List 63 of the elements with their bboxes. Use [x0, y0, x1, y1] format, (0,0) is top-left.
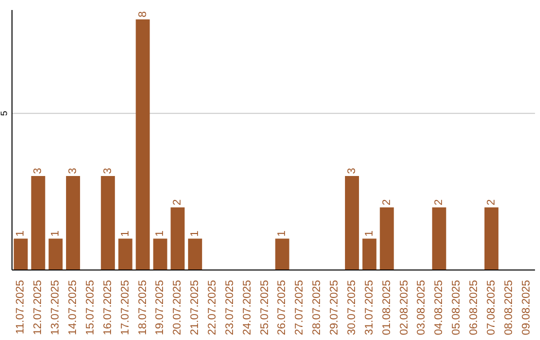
data-label: 8: [136, 11, 149, 18]
data-label: 1: [154, 230, 166, 237]
data-label: 1: [119, 230, 132, 237]
bar: [275, 238, 290, 270]
bar: [362, 238, 376, 270]
bar: [100, 176, 115, 270]
data-label: 3: [32, 168, 44, 174]
x-tick-label: 14.07.2025: [67, 280, 80, 336]
x-tick-label: 17.07.2025: [119, 280, 132, 336]
bar: [136, 19, 150, 270]
data-label: 2: [433, 199, 446, 206]
data-label: 1: [14, 230, 27, 237]
x-tick-label: 02.08.2025: [398, 280, 410, 336]
bar: [14, 238, 28, 270]
bar: [344, 176, 359, 270]
x-tick-label: 27.07.2025: [294, 280, 306, 336]
bar: [432, 207, 446, 270]
x-tick-label: 16.07.2025: [102, 280, 114, 336]
x-tick-label: 01.08.2025: [380, 280, 393, 336]
x-tick-label: 30.07.2025: [346, 280, 358, 336]
data-label: 2: [172, 199, 184, 206]
bar: [380, 207, 394, 270]
data-label: 1: [276, 230, 288, 237]
x-tick-label: 07.08.2025: [485, 280, 498, 336]
x-tick-label: 09.08.2025: [520, 280, 532, 336]
data-label: 3: [346, 168, 358, 174]
x-tick-label: 23.07.2025: [224, 280, 236, 336]
x-tick-label: 13.07.2025: [50, 280, 62, 336]
bar: [31, 176, 46, 270]
bar: [188, 238, 202, 270]
data-label: 1: [363, 230, 376, 237]
x-tick-label: 12.07.2025: [32, 280, 44, 336]
x-tick-label: 21.07.2025: [189, 280, 202, 336]
data-label: 1: [189, 230, 202, 237]
x-tick-label: 05.08.2025: [450, 280, 463, 336]
data-label: 2: [380, 199, 393, 206]
x-tick-label: 19.07.2025: [154, 280, 166, 336]
bar: [118, 238, 132, 270]
x-tick-label: 08.08.2025: [502, 280, 515, 336]
x-tick-label: 15.07.2025: [84, 280, 96, 336]
data-label: 2: [485, 199, 498, 206]
y-tick-label: 5: [0, 110, 9, 116]
bar: [153, 238, 168, 270]
data-label: 3: [67, 168, 80, 174]
bar: [48, 238, 63, 270]
x-tick-label: 20.07.2025: [172, 280, 184, 336]
x-tick-label: 29.07.2025: [328, 280, 341, 336]
bar: [170, 207, 185, 270]
x-tick-label: 25.07.2025: [258, 280, 271, 336]
data-label: 3: [102, 168, 114, 174]
x-tick-label: 04.08.2025: [433, 280, 446, 336]
x-tick-label: 03.08.2025: [416, 280, 428, 336]
x-tick-label: 31.07.2025: [363, 280, 376, 336]
bar: [484, 207, 498, 270]
x-tick-label: 11.07.2025: [14, 280, 27, 334]
x-tick-label: 18.07.2025: [136, 280, 149, 336]
x-tick-label: 24.07.2025: [241, 280, 254, 336]
x-tick-label: 22.07.2025: [206, 280, 218, 336]
bar: [66, 176, 80, 270]
x-tick-label: 06.08.2025: [468, 280, 480, 336]
x-tick-label: 26.07.2025: [276, 280, 288, 336]
data-label: 1: [50, 230, 62, 237]
x-tick-label: 28.07.2025: [311, 280, 324, 336]
